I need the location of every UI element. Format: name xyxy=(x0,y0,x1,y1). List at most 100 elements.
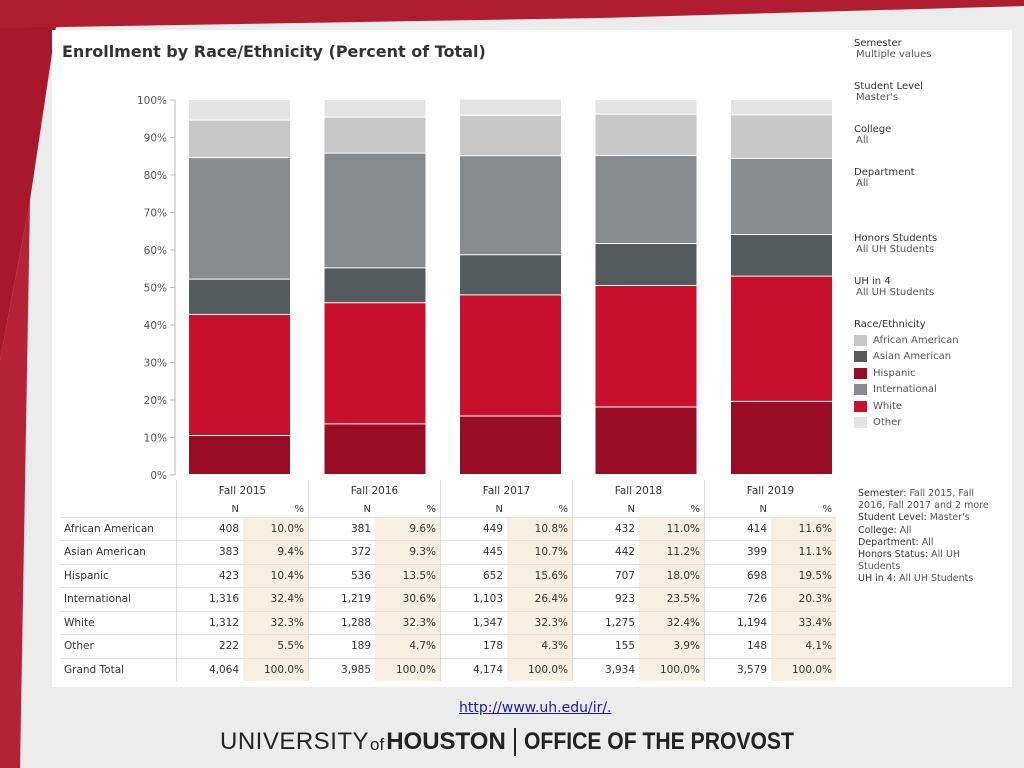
table-n-cell: 445 xyxy=(440,540,507,564)
logo-provost: OFFICE OF THE PROVOST xyxy=(523,728,794,755)
filter-value[interactable]: All UH Students xyxy=(856,244,935,255)
y-tick-label: 70% xyxy=(144,208,167,220)
table-n-cell: 1,288 xyxy=(308,610,375,635)
bar-segment-white xyxy=(189,314,290,435)
table-n-cell: 726 xyxy=(704,587,771,611)
table-pct-cell: 15.6% xyxy=(507,563,573,588)
table-n-cell: 372 xyxy=(308,540,375,564)
legend-label: Hispanic xyxy=(873,367,916,379)
stacked-bar-chart: 100% 90% 80% 70% 60% 50% 40% 30% 20% 10% 0% xyxy=(137,95,832,480)
table-n-cell: 222 xyxy=(176,634,243,658)
bar-segment-hispanic xyxy=(460,416,561,474)
legend-item[interactable]: International xyxy=(854,382,1004,399)
filter-label: Department xyxy=(854,167,915,178)
y-tick-label: 60% xyxy=(144,245,167,257)
table-pct-cell: 100.0% xyxy=(639,657,705,681)
table-pct-header: % xyxy=(690,504,700,515)
note-key: Department: xyxy=(858,536,922,548)
table-pct-cell: 4.3% xyxy=(507,634,573,658)
bar-segment-asian-american xyxy=(731,235,832,276)
table-pct-cell: 11.1% xyxy=(771,540,836,564)
table-row-label: Other xyxy=(60,634,177,658)
filter-panel: Semester Multiple values Student Level Mast… xyxy=(854,38,1004,431)
table-semester-header: Fall 2019 xyxy=(704,480,836,503)
legend-swatch xyxy=(854,417,867,429)
filter-value[interactable]: Multiple values xyxy=(856,49,932,60)
table-pct-cell: 13.5% xyxy=(375,563,441,588)
bar-segment-asian-american xyxy=(324,268,426,303)
table-row-label: White xyxy=(60,610,177,635)
legend-item[interactable]: White xyxy=(854,398,1004,415)
table-n-header: N xyxy=(572,502,639,517)
table-n-cell: 3,985 xyxy=(308,657,375,681)
legend-swatch xyxy=(854,400,867,412)
table-pct-header: % xyxy=(294,504,304,515)
legend-item[interactable]: Asian American xyxy=(854,349,1004,366)
filter-summary-note: Semester: Fall 2015, Fall 2016, Fall 201… xyxy=(858,488,994,586)
filter-label: College xyxy=(854,124,892,135)
note-value: All xyxy=(899,524,912,536)
logo-separator xyxy=(513,728,516,756)
table-pct-cell: 4.7% xyxy=(375,634,441,658)
table-n-cell: 1,219 xyxy=(308,587,375,611)
note-value: Fall 2015, Fall 2016, Fall 2017 and 2 mo… xyxy=(858,488,989,512)
chart-title: Enrollment by Race/Ethnicity (Percent of… xyxy=(62,42,486,61)
filter-label: UH in 4 xyxy=(854,276,891,287)
bar-segment-asian-american xyxy=(189,279,290,314)
legend-label: African American xyxy=(873,334,959,346)
bar-segment-african-american xyxy=(595,114,697,155)
table-n-header: N xyxy=(704,502,771,517)
logo-of: of xyxy=(370,735,385,754)
table-pct-cell: 32.4% xyxy=(639,610,705,635)
note-key: UH in 4: xyxy=(858,573,900,585)
table-n-cell: 178 xyxy=(440,634,507,658)
table-n-cell: 923 xyxy=(572,587,639,611)
legend-item[interactable]: African American xyxy=(854,332,1004,349)
bar-segment-white xyxy=(595,286,697,407)
red-top-band xyxy=(0,0,1024,28)
legend-item[interactable]: Other xyxy=(854,415,1004,432)
table-pct-cell: 10.8% xyxy=(507,516,573,541)
filter-value[interactable]: All xyxy=(856,135,869,146)
table-row: Hispanic 423 10.4% 536 13.5% 652 15.6% 707 18.0%… xyxy=(60,563,836,588)
table-n-cell: 4,064 xyxy=(176,657,243,681)
table-pct-header: % xyxy=(822,504,832,515)
table-row-label: Asian American xyxy=(60,540,177,564)
table-n-cell: 698 xyxy=(704,563,771,588)
bar-segment-asian-american xyxy=(595,244,697,285)
table-n-cell: 383 xyxy=(176,540,243,564)
legend-title: Race/Ethnicity xyxy=(854,319,926,330)
table-row-label: Grand Total xyxy=(60,657,177,681)
legend-swatch xyxy=(854,384,867,396)
table-pct-cell: 19.5% xyxy=(771,563,836,588)
note-line: UH in 4: All UH Students xyxy=(858,573,994,585)
filter-label: Honors Students xyxy=(854,233,938,244)
table-row: International 1,316 32.4% 1,219 30.6% 1,103 26… xyxy=(60,587,836,611)
table-n-cell: 1,312 xyxy=(176,610,243,635)
note-value: All xyxy=(921,536,934,548)
table-pct-cell: 100.0% xyxy=(771,657,836,681)
filter-value[interactable]: All xyxy=(856,178,869,189)
table-n-cell: 189 xyxy=(308,634,375,658)
table-corner xyxy=(60,480,177,503)
table-pct-cell: 20.3% xyxy=(771,587,836,611)
ir-link[interactable]: http://www.uh.edu/ir/. xyxy=(459,700,612,716)
table-pct-cell: 26.4% xyxy=(507,587,573,611)
table-row: Asian American 383 9.4% 372 9.3% 445 10.7% 442 1… xyxy=(60,540,836,564)
bar-segment-international xyxy=(595,155,697,243)
table-pct-cell: 3.9% xyxy=(639,634,705,658)
table-pct-cell: 100.0% xyxy=(507,657,573,681)
table-pct-cell: 32.4% xyxy=(243,587,309,611)
note-key: Honors Status: xyxy=(858,549,932,561)
table-n-cell: 1,194 xyxy=(704,610,771,635)
bar-segment-other xyxy=(595,100,697,114)
table-pct-cell: 23.5% xyxy=(639,587,705,611)
filter-value[interactable]: Master's xyxy=(856,92,899,103)
table-n-cell: 1,103 xyxy=(440,587,507,611)
legend-item[interactable]: Hispanic xyxy=(854,365,1004,382)
filter-value[interactable]: All UH Students xyxy=(856,287,935,298)
bar-segment-international xyxy=(460,156,561,255)
table-n-cell: 4,174 xyxy=(440,657,507,681)
table-n-header: N xyxy=(176,502,243,517)
table-n-cell: 1,275 xyxy=(572,610,639,635)
